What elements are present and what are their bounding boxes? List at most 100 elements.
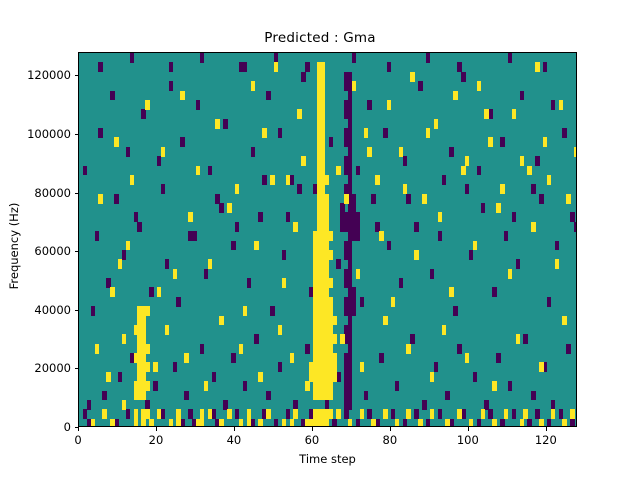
- heatmap-cell-high: [203, 381, 209, 392]
- heatmap-cell-high: [324, 268, 330, 279]
- heatmap-cell-high: [328, 324, 333, 335]
- heatmap-cell-high: [480, 409, 486, 420]
- heatmap-cell-high: [312, 249, 318, 260]
- heatmap-cell-low: [340, 203, 345, 213]
- x-tick-mark: [311, 427, 313, 431]
- heatmap-cell-high: [316, 371, 322, 382]
- heatmap-cell-low: [535, 156, 540, 167]
- heatmap-cell-high: [281, 418, 287, 426]
- heatmap-cell-low: [344, 362, 349, 373]
- heatmap-plot-area[interactable]: [78, 52, 577, 427]
- heatmap-cell-high: [312, 343, 318, 354]
- heatmap-cell-high: [449, 287, 454, 298]
- heatmap-cell-high: [137, 324, 142, 335]
- heatmap-cell-high: [511, 109, 517, 120]
- heatmap-cell-high: [445, 418, 450, 426]
- heatmap-cell-low: [347, 287, 353, 298]
- heatmap-cell-high: [320, 90, 326, 101]
- heatmap-cell-high: [176, 409, 181, 420]
- heatmap-cell-high: [402, 184, 408, 195]
- heatmap-cell-low: [336, 259, 341, 270]
- heatmap-cell-high: [133, 381, 139, 392]
- heatmap-cell-low: [410, 334, 415, 345]
- heatmap-cell-high: [316, 306, 322, 317]
- heatmap-cell-high: [141, 371, 146, 382]
- chart-title: Predicted : Gma: [264, 30, 376, 46]
- heatmap-cell-high: [312, 390, 318, 401]
- heatmap-cell-high: [316, 71, 322, 82]
- heatmap-cell-low: [262, 409, 267, 420]
- heatmap-cell-low: [114, 193, 119, 204]
- heatmap-cell-low: [375, 418, 380, 426]
- heatmap-cell-low: [347, 128, 353, 138]
- heatmap-cell-low: [188, 409, 193, 420]
- heatmap-cell-low: [340, 221, 345, 232]
- heatmap-cell-low: [344, 278, 349, 288]
- heatmap-cell-high: [320, 390, 326, 401]
- heatmap-cell-high: [160, 146, 166, 157]
- heatmap-cell-low: [425, 53, 431, 63]
- heatmap-cell-high: [312, 278, 318, 288]
- heatmap-cell-low: [542, 62, 548, 73]
- heatmap-cell-high: [464, 353, 470, 363]
- heatmap-cell-high: [289, 418, 295, 426]
- heatmap-cell-high: [293, 409, 298, 420]
- heatmap-cell-high: [383, 409, 388, 420]
- heatmap-cell-high: [328, 315, 333, 326]
- heatmap-cell-high: [195, 165, 201, 176]
- heatmap-cell-high: [328, 334, 333, 345]
- y-tick-mark: [74, 192, 78, 194]
- heatmap-cell-low: [550, 399, 556, 410]
- heatmap-cell-high: [133, 353, 139, 363]
- heatmap-cell-high: [266, 409, 271, 420]
- heatmap-cell-high: [320, 343, 326, 354]
- heatmap-cell-high: [133, 418, 139, 426]
- heatmap-cell-low: [277, 362, 283, 373]
- heatmap-cell-low: [418, 81, 423, 92]
- heatmap-cell-high: [324, 381, 330, 392]
- x-tick-label: 60: [304, 433, 320, 447]
- heatmap-cell-high: [301, 156, 306, 167]
- heatmap-cell-high: [106, 371, 111, 382]
- heatmap-cell-low: [539, 193, 544, 204]
- heatmap-cell-low: [425, 418, 431, 426]
- heatmap-cell-high: [523, 409, 528, 420]
- heatmap-cell-high: [328, 231, 333, 242]
- heatmap-cell-high: [199, 409, 205, 420]
- heatmap-cell-high: [320, 137, 326, 148]
- heatmap-cell-high: [141, 409, 146, 420]
- heatmap-cell-high: [320, 306, 326, 317]
- heatmap-cell-high: [332, 315, 337, 326]
- heatmap-cell-low: [180, 137, 185, 148]
- heatmap-cell-high: [457, 409, 462, 420]
- heatmap-cell-high: [418, 418, 423, 426]
- heatmap-cell-high: [316, 90, 322, 101]
- heatmap-cell-low: [500, 137, 505, 148]
- heatmap-cell-high: [320, 71, 326, 82]
- heatmap-cell-high: [316, 184, 322, 195]
- heatmap-cell-low: [507, 53, 513, 63]
- heatmap-cell-high: [316, 165, 322, 176]
- heatmap-cell-low: [246, 278, 252, 288]
- heatmap-cell-low: [110, 90, 115, 101]
- heatmap-cell-high: [562, 315, 567, 326]
- heatmap-cell-high: [258, 371, 263, 382]
- x-tick-mark: [233, 427, 235, 431]
- y-tick-mark: [74, 251, 78, 253]
- heatmap-cell-high: [320, 165, 326, 176]
- heatmap-cell-low: [344, 99, 349, 110]
- heatmap-cell-low: [355, 165, 361, 176]
- heatmap-cell-low: [347, 259, 353, 270]
- heatmap-cell-high: [316, 259, 322, 270]
- heatmap-cell-low: [305, 343, 310, 354]
- heatmap-cell-low: [574, 221, 576, 232]
- heatmap-cell-high: [558, 99, 563, 110]
- heatmap-cell-low: [344, 334, 349, 345]
- heatmap-cell-low: [351, 212, 357, 223]
- heatmap-cell-high: [117, 259, 123, 270]
- heatmap-cell-low: [484, 399, 489, 410]
- x-tick-label: 80: [382, 433, 398, 447]
- heatmap-cell-low: [153, 381, 158, 392]
- heatmap-cell-low: [180, 418, 185, 426]
- heatmap-cell-high: [320, 353, 326, 363]
